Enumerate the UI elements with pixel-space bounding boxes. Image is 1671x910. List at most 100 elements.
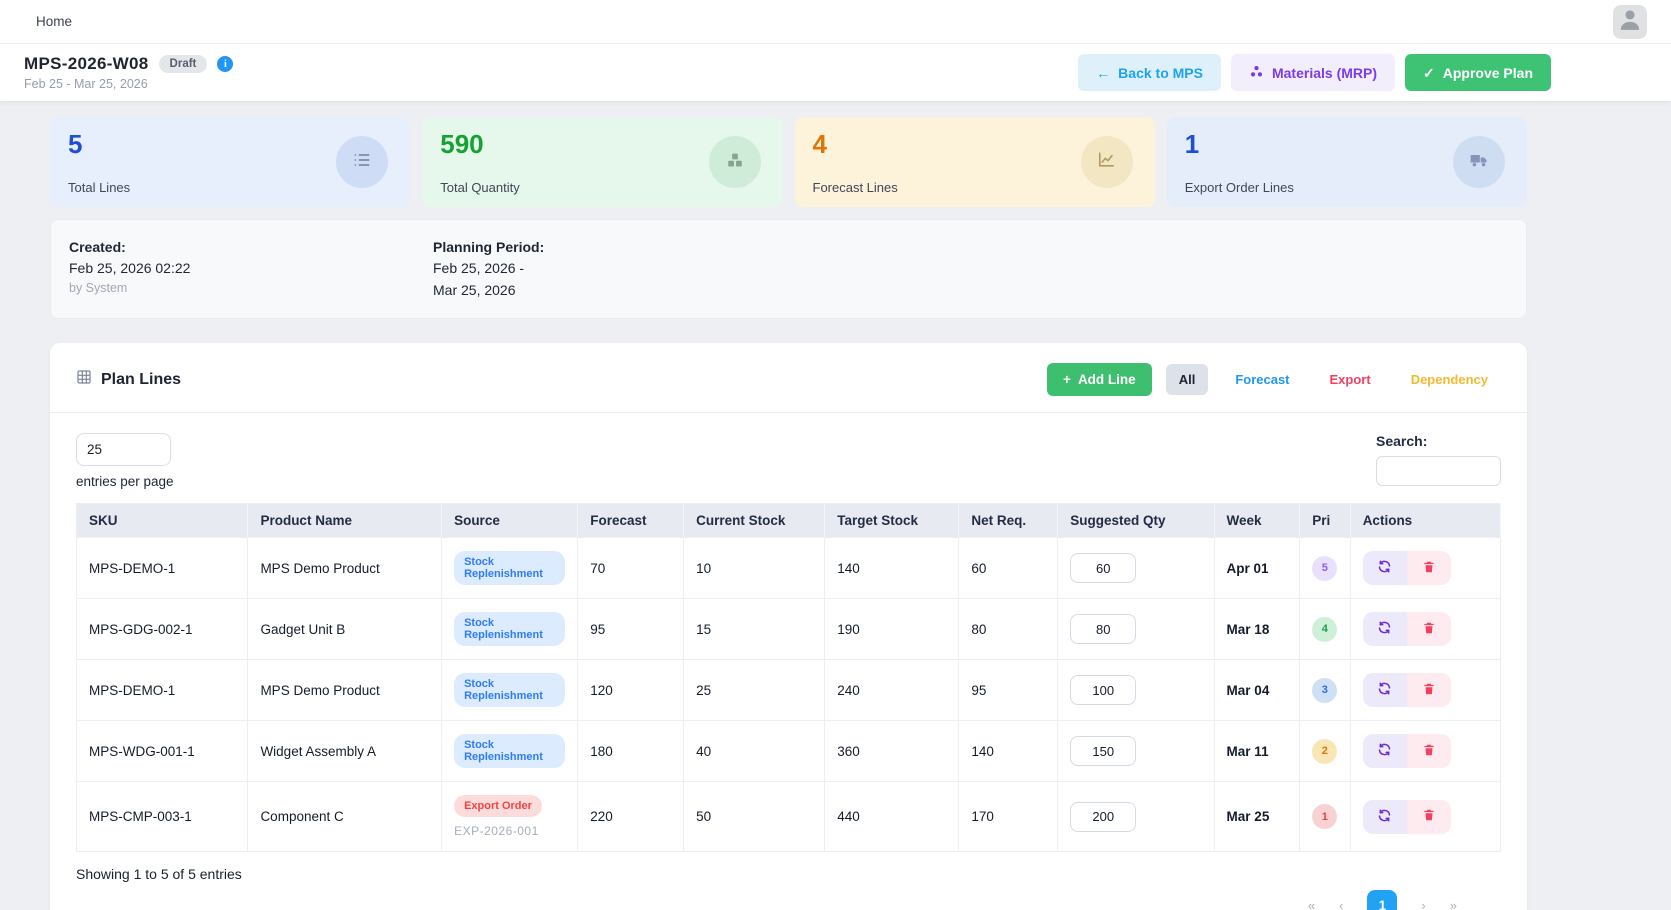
search-input[interactable] (1376, 456, 1501, 486)
column-header-sku[interactable]: SKU (77, 504, 248, 538)
plan-lines-title: Plan Lines (101, 371, 181, 389)
column-header-target-stock[interactable]: Target Stock (825, 504, 959, 538)
pagination-last[interactable]: » (1450, 898, 1457, 910)
planning-period-end: Mar 25, 2026 (433, 281, 797, 299)
home-link[interactable]: Home (36, 14, 72, 29)
target-stock-cell: 360 (825, 721, 959, 782)
cubes-cluster-icon (1249, 64, 1264, 81)
current-stock-cell: 10 (684, 538, 825, 599)
total-lines-label: Total Lines (68, 180, 130, 195)
target-stock-cell: 190 (825, 599, 959, 660)
column-header-net-req[interactable]: Net Req. (959, 504, 1058, 538)
target-stock-cell: 440 (825, 782, 959, 852)
filter-dependency[interactable]: Dependency (1398, 364, 1501, 395)
delete-button[interactable] (1407, 551, 1451, 585)
source-badge: Stock Replenishment (454, 551, 565, 585)
truck-icon (1469, 150, 1489, 175)
trash-icon (1422, 808, 1436, 825)
pagination-next[interactable]: › (1421, 898, 1425, 910)
source-cell: Stock Replenishment (442, 538, 578, 599)
column-header-suggested-qty[interactable]: Suggested Qty (1058, 504, 1214, 538)
actions-cell (1350, 599, 1500, 660)
refresh-icon (1377, 620, 1392, 638)
source-cell: Stock Replenishment (442, 721, 578, 782)
table-header-row: SKU Product Name Source Forecast Current… (77, 504, 1501, 538)
suggested-qty-input[interactable] (1070, 614, 1136, 644)
plan-meta-box: Created: Feb 25, 2026 02:22 by System Pl… (50, 219, 1527, 319)
showing-entries-text: Showing 1 to 5 of 5 entries (76, 866, 1501, 882)
source-cell: Stock Replenishment (442, 660, 578, 721)
priority-badge: 5 (1312, 556, 1337, 581)
plus-icon: + (1063, 372, 1071, 387)
add-line-label: Add Line (1078, 372, 1136, 387)
pagination-first[interactable]: « (1308, 898, 1315, 910)
back-to-mps-button[interactable]: ← Back to MPS (1078, 54, 1221, 91)
planning-period-label: Planning Period: (433, 239, 797, 255)
forecast-cell: 220 (578, 782, 684, 852)
current-stock-cell: 40 (684, 721, 825, 782)
entries-per-page-input[interactable] (76, 433, 171, 466)
column-header-product-name[interactable]: Product Name (248, 504, 442, 538)
forecast-cell: 120 (578, 660, 684, 721)
source-badge: Export Order (454, 795, 542, 817)
stats-row: 5 Total Lines 590 Total Quantity 4 Forec… (50, 117, 1527, 207)
week-cell: Mar 18 (1214, 599, 1300, 660)
column-header-week[interactable]: Week (1214, 504, 1300, 538)
column-header-current-stock[interactable]: Current Stock (684, 504, 825, 538)
actions-cell (1350, 660, 1500, 721)
suggested-qty-cell (1058, 721, 1214, 782)
approve-plan-button[interactable]: ✓ Approve Plan (1405, 54, 1551, 91)
delete-button[interactable] (1407, 612, 1451, 646)
filter-all[interactable]: All (1166, 364, 1209, 395)
refresh-icon (1377, 742, 1392, 760)
add-line-button[interactable]: + Add Line (1047, 363, 1152, 396)
delete-button[interactable] (1407, 800, 1451, 834)
suggested-qty-input[interactable] (1070, 736, 1136, 766)
pagination-page-1[interactable]: 1 (1367, 890, 1397, 910)
trash-icon (1422, 682, 1436, 699)
planning-period-start: Feb 25, 2026 - (433, 259, 797, 277)
column-header-pri[interactable]: Pri (1300, 504, 1350, 538)
column-header-source[interactable]: Source (442, 504, 578, 538)
page-header: MPS-2026-W08 Draft i Feb 25 - Mar 25, 20… (0, 44, 1671, 101)
suggested-qty-input[interactable] (1070, 802, 1136, 832)
pagination-prev[interactable]: ‹ (1339, 898, 1343, 910)
materials-mrp-button[interactable]: Materials (MRP) (1231, 54, 1395, 91)
materials-mrp-label: Materials (MRP) (1272, 65, 1377, 81)
top-navbar: Home (0, 0, 1671, 44)
filter-forecast[interactable]: Forecast (1222, 364, 1302, 395)
actions-cell (1350, 721, 1500, 782)
cubes-icon (726, 151, 744, 174)
suggested-qty-input[interactable] (1070, 553, 1136, 583)
recalculate-button[interactable] (1363, 551, 1407, 585)
list-icon (352, 150, 372, 175)
person-icon (1617, 6, 1643, 37)
approve-plan-label: Approve Plan (1443, 65, 1533, 81)
suggested-qty-cell (1058, 660, 1214, 721)
recalculate-button[interactable] (1363, 734, 1407, 768)
created-by: by System (69, 281, 433, 295)
delete-button[interactable] (1407, 734, 1451, 768)
net-req-cell: 95 (959, 660, 1058, 721)
net-req-cell: 140 (959, 721, 1058, 782)
product-cell: MPS Demo Product (248, 538, 442, 599)
user-avatar[interactable] (1613, 5, 1647, 39)
search-label: Search: (1376, 433, 1427, 449)
trash-icon (1422, 743, 1436, 760)
target-stock-cell: 140 (825, 538, 959, 599)
table-row: MPS-CMP-003-1 Component C Export Order E… (77, 782, 1501, 852)
refresh-icon (1377, 559, 1392, 577)
suggested-qty-input[interactable] (1070, 675, 1136, 705)
forecast-lines-label: Forecast Lines (813, 180, 898, 195)
filter-export[interactable]: Export (1317, 364, 1384, 395)
plan-lines-card: Plan Lines + Add Line All Forecast Expor… (50, 343, 1527, 910)
recalculate-button[interactable] (1363, 673, 1407, 707)
actions-cell (1350, 538, 1500, 599)
recalculate-button[interactable] (1363, 800, 1407, 834)
created-value: Feb 25, 2026 02:22 (69, 259, 433, 277)
info-icon[interactable]: i (217, 56, 233, 72)
week-cell: Mar 25 (1214, 782, 1300, 852)
column-header-forecast[interactable]: Forecast (578, 504, 684, 538)
recalculate-button[interactable] (1363, 612, 1407, 646)
delete-button[interactable] (1407, 673, 1451, 707)
